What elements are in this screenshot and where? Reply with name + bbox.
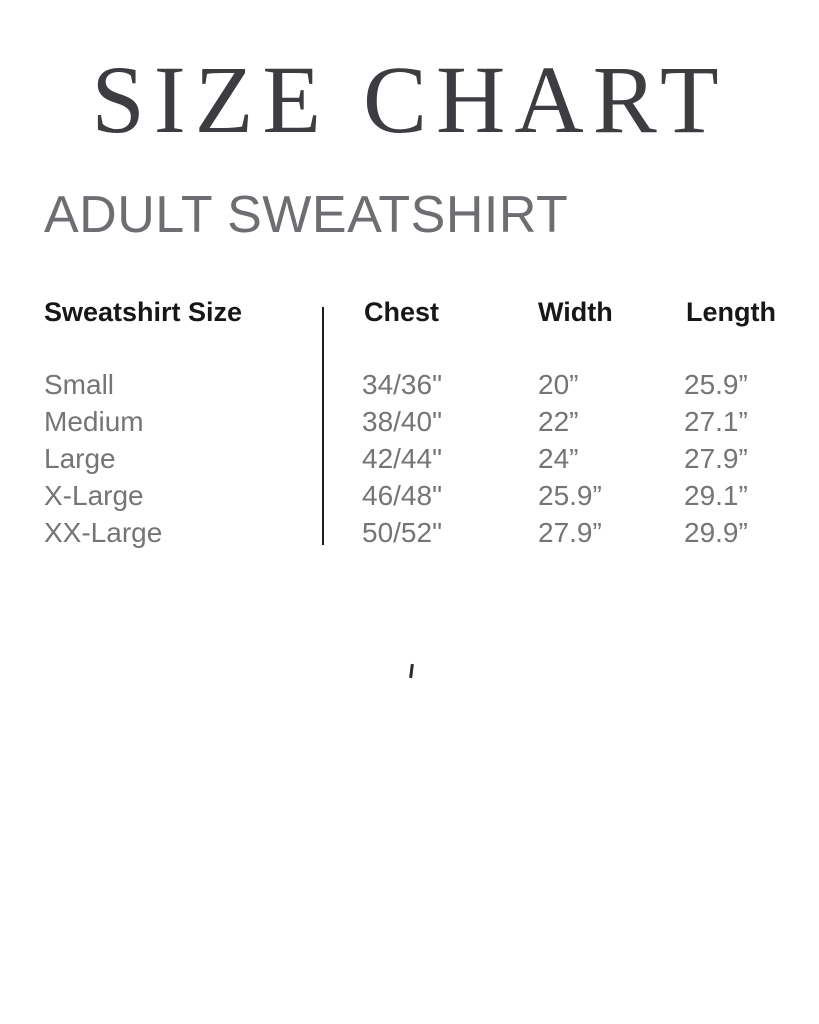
table-cell-length: 29.1” [684,480,748,511]
table-cell-length: 27.9” [684,443,748,474]
table-row-size-label: X-Large [44,480,144,511]
page-subtitle: ADULT SWEATSHIRT [44,186,569,244]
table-row-size-label: Large [44,443,116,474]
table-cell-chest: 46/48" [362,480,443,511]
size-chart-table: Sweatshirt Size Chest Width Length Small… [44,297,776,548]
table-cell-width: 24” [538,443,579,474]
column-header-width: Width [538,297,613,327]
table-row-size-label: XX-Large [44,517,163,548]
table-cell-chest: 34/36" [362,369,443,400]
page-title: SIZE CHART [91,46,728,153]
table-vertical-divider [322,307,324,545]
column-header-length: Length [686,297,776,327]
table-cell-width: 25.9” [538,480,602,511]
sweatshirt-illustrations [0,598,819,938]
column-header-chest: Chest [364,297,440,327]
table-row-size-label: Small [44,369,115,400]
table-cell-length: 27.1” [684,406,748,437]
table-cell-width: 22” [538,406,579,437]
column-header-size: Sweatshirt Size [44,297,243,327]
table-cell-chest: 38/40" [362,406,443,437]
table-row-size-label: Medium [44,406,144,437]
table-cell-length: 25.9” [684,369,748,400]
table-cell-length: 29.9” [684,517,748,548]
table-cell-chest: 42/44" [362,443,443,474]
table-cell-width: 27.9” [538,517,602,548]
table-cell-width: 20” [538,369,579,400]
table-cell-chest: 50/52" [362,517,443,548]
